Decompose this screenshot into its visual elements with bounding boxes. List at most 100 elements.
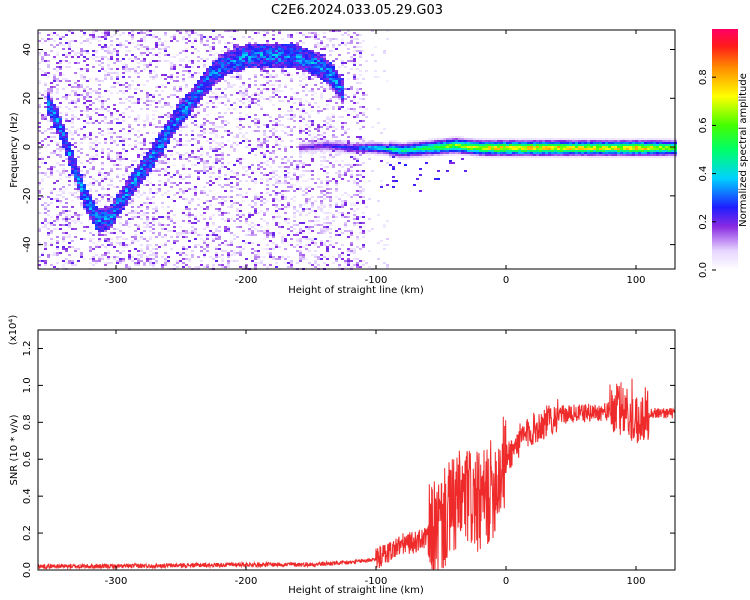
heatmap-cell	[326, 68, 329, 70]
heatmap-cell	[98, 108, 101, 110]
heatmap-cell	[38, 82, 41, 84]
heatmap-cell	[179, 88, 182, 90]
heatmap-cell	[314, 74, 317, 76]
heatmap-cell	[323, 124, 326, 126]
heatmap-cell	[209, 156, 212, 158]
heatmap-cell	[254, 64, 257, 66]
heatmap-cell	[191, 198, 194, 200]
heatmap-cell	[308, 200, 311, 202]
heatmap-cell	[113, 208, 116, 210]
heatmap-cell	[317, 186, 320, 188]
heatmap-cell	[119, 136, 122, 138]
heatmap-cell	[278, 246, 281, 248]
heatmap-cell	[44, 212, 47, 214]
heatmap-cell	[230, 50, 233, 52]
heatmap-cell	[296, 244, 299, 246]
heatmap-cell	[260, 106, 263, 108]
heatmap-cell	[197, 50, 200, 52]
heatmap-cell	[299, 246, 302, 248]
heatmap-cell	[206, 236, 209, 238]
heatmap-cell	[56, 246, 59, 248]
heatmap-cell	[344, 164, 347, 166]
heatmap-cell	[254, 54, 257, 56]
heatmap-cell	[47, 54, 50, 56]
heatmap-cell	[128, 202, 131, 204]
heatmap-cell	[275, 204, 278, 206]
heatmap-cell	[161, 132, 164, 134]
heatmap-cell	[182, 158, 185, 160]
heatmap-cell	[113, 222, 116, 224]
heatmap-cell	[275, 74, 278, 76]
heatmap-cell	[311, 196, 314, 198]
heatmap-cell	[350, 176, 353, 178]
heatmap-cell	[56, 162, 59, 164]
heatmap-cell	[128, 124, 131, 126]
heatmap-cell	[311, 124, 314, 126]
heatmap-cell	[86, 172, 89, 174]
heatmap-cell	[362, 176, 365, 178]
heatmap-cell	[203, 186, 206, 188]
heatmap-cell	[329, 156, 332, 158]
heatmap-cell	[83, 190, 86, 192]
heatmap-cell	[113, 34, 116, 36]
heatmap-cell	[47, 256, 50, 258]
heatmap-cell	[194, 138, 197, 140]
heatmap-cell	[200, 94, 203, 96]
heatmap-cell	[161, 90, 164, 92]
heatmap-cell	[350, 242, 353, 244]
heatmap-cell	[236, 226, 239, 228]
heatmap-cell	[272, 96, 275, 98]
heatmap-cell	[251, 248, 254, 250]
heatmap-cell	[335, 102, 338, 104]
heatmap-cell	[44, 172, 47, 174]
heatmap-cell	[272, 30, 275, 32]
heatmap-cell	[317, 208, 320, 210]
heatmap-cell	[107, 206, 110, 208]
heatmap-cell	[221, 62, 224, 64]
heatmap-cell	[236, 172, 239, 174]
heatmap-cell	[230, 200, 233, 202]
heatmap-cell	[212, 238, 215, 240]
heatmap-cell	[290, 106, 293, 108]
heatmap-cell	[71, 90, 74, 92]
heatmap-cell	[332, 90, 335, 92]
heatmap-cell	[125, 82, 128, 84]
heatmap-cell	[335, 180, 338, 182]
heatmap-cell	[188, 200, 191, 202]
heatmap-cell	[119, 122, 122, 124]
heatmap-cell	[299, 64, 302, 66]
heatmap-cell	[203, 242, 206, 244]
heatmap-cell	[359, 222, 362, 224]
heatmap-cell	[143, 52, 146, 54]
heatmap-cell	[293, 44, 296, 46]
heatmap-cell	[152, 248, 155, 250]
heatmap-cell	[266, 88, 269, 90]
heatmap-cell	[305, 100, 308, 102]
heatmap-cell	[314, 244, 317, 246]
heatmap-cell	[191, 164, 194, 166]
heatmap-cell	[317, 258, 320, 260]
heatmap-cell	[62, 218, 65, 220]
heatmap-cell	[302, 246, 305, 248]
heatmap-cell	[164, 160, 167, 162]
heatmap-cell	[326, 258, 329, 260]
heatmap-cell	[314, 52, 317, 54]
heatmap-cell	[350, 148, 353, 150]
heatmap-cell	[38, 184, 41, 186]
heatmap-cell	[281, 204, 284, 206]
heatmap-cell	[242, 248, 245, 250]
heatmap-cell	[236, 60, 239, 62]
heatmap-cell	[86, 170, 89, 172]
heatmap-cell	[353, 144, 356, 146]
heatmap-cell	[284, 114, 287, 116]
heatmap-cell	[62, 260, 65, 262]
heatmap-cell	[341, 212, 344, 214]
heatmap-cell	[266, 230, 269, 232]
heatmap-cell	[38, 68, 41, 70]
heatmap-cell	[257, 230, 260, 232]
heatmap-cell	[68, 132, 71, 134]
heatmap-cell	[269, 252, 272, 254]
heatmap-cell	[299, 162, 302, 164]
heatmap-cell	[341, 254, 344, 256]
heatmap-cell	[173, 80, 176, 82]
